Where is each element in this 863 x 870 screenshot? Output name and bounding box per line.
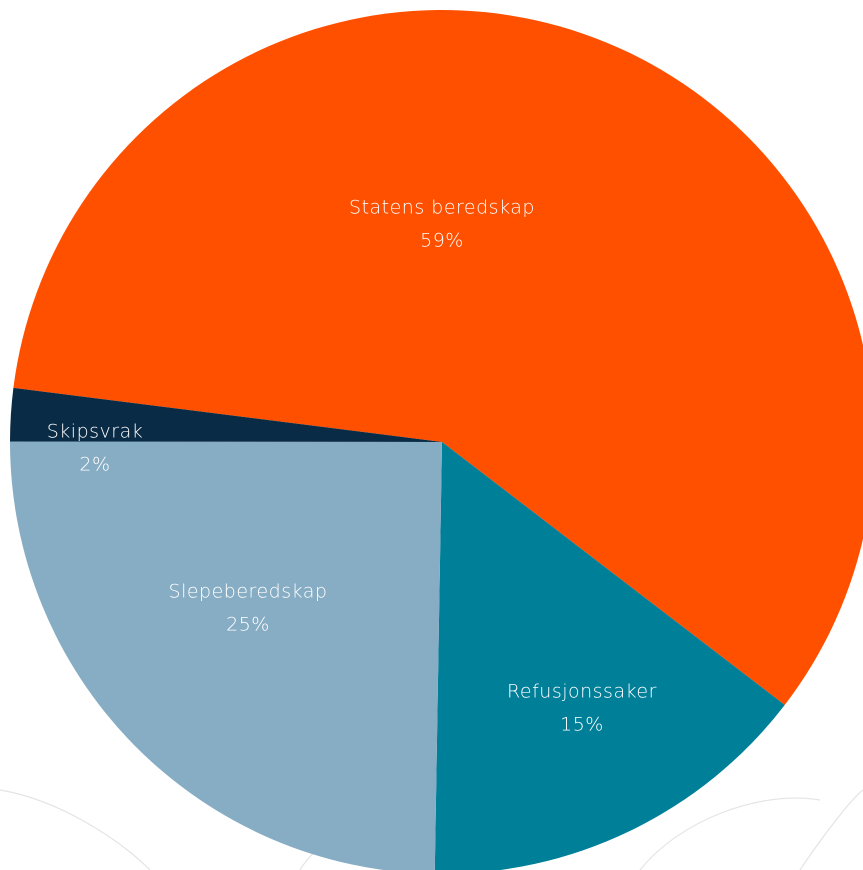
pie-slice — [434, 442, 785, 870]
pie-slice — [13, 10, 863, 705]
slice-label: Refusjonssaker — [507, 681, 657, 703]
slice-value-label: 15% — [560, 714, 604, 736]
labels: Statens beredskap 59% Refusjonssaker 15% Sle… — [47, 197, 657, 736]
slice-value-label: 25% — [226, 614, 270, 636]
slice-label: Slepeberedskap — [169, 581, 328, 603]
pie — [9, 10, 863, 870]
slice-value-label: 2% — [79, 454, 110, 476]
pie-slice — [10, 387, 442, 442]
slice-label: Skipsvrak — [47, 421, 144, 443]
pie-slice — [9, 441, 442, 870]
slice-label: Statens beredskap — [349, 197, 535, 219]
slice-value-label: 59% — [420, 230, 464, 252]
